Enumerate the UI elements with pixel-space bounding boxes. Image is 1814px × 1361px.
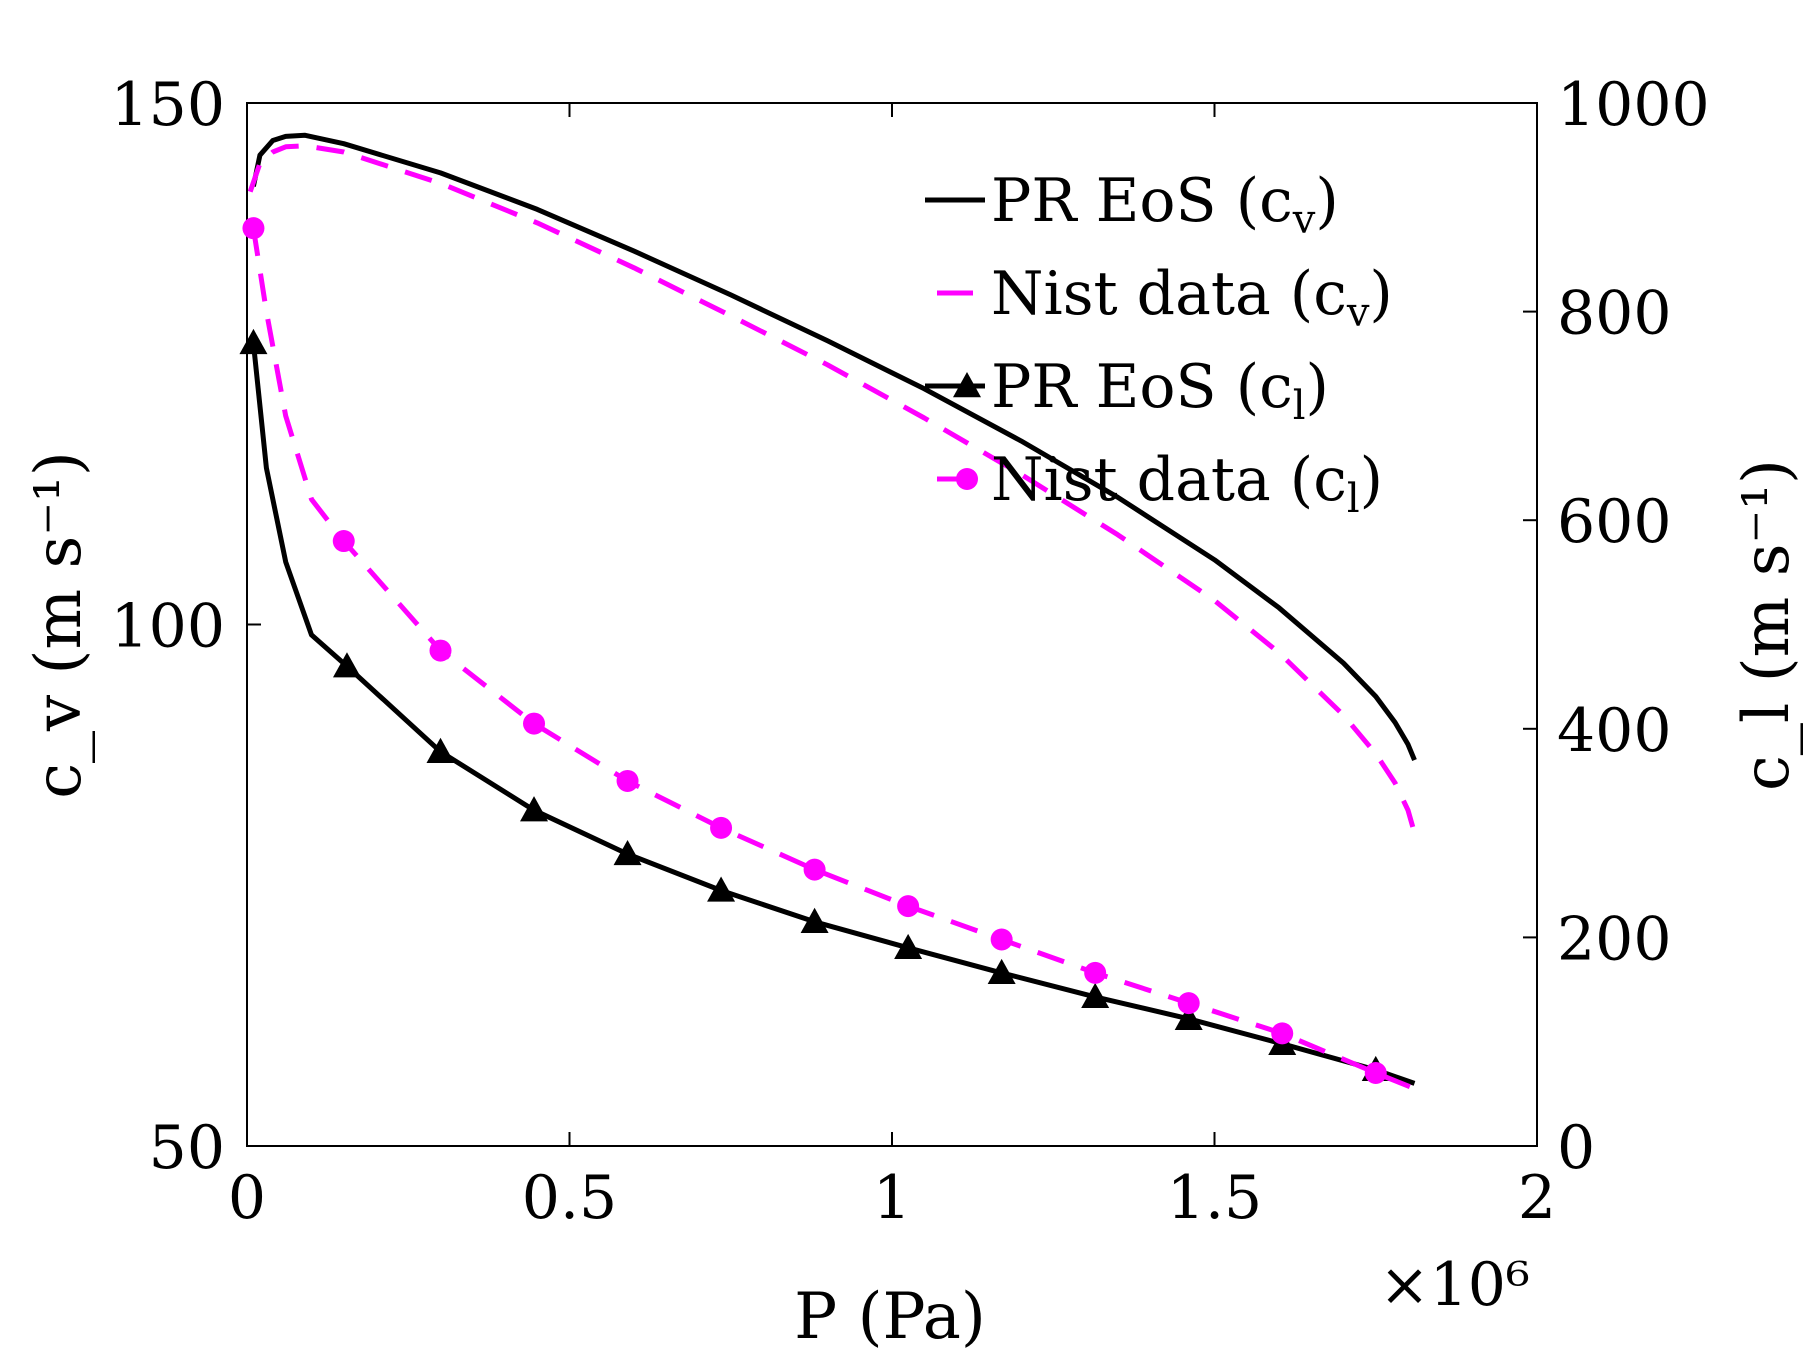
triangle-marker (800, 907, 829, 933)
y-right-axis-label: c_l (m s⁻¹) (1730, 459, 1804, 791)
circle-marker (803, 858, 826, 881)
triangle-marker (1174, 1004, 1203, 1030)
y-left-tick-label: 50 (149, 1113, 225, 1183)
legend-label-2: PR EoS (cl) (991, 352, 1329, 429)
y-right-tick-label: 800 (1557, 279, 1672, 349)
x-tick-label: 0 (228, 1163, 266, 1233)
legend-label-0: PR EoS (cv) (991, 166, 1339, 243)
legend-label-3: Nist data (cl) (991, 445, 1383, 522)
x-tick-label: 1.5 (1167, 1163, 1262, 1233)
triangle-marker (426, 737, 455, 763)
circle-marker (616, 769, 639, 792)
triangle-marker (520, 796, 549, 822)
triangle-marker (987, 958, 1016, 985)
triangle-marker (707, 876, 736, 902)
x-axis-label: P (Pa) (794, 1280, 986, 1354)
x-tick-label: 2 (1518, 1163, 1556, 1233)
circle-marker (429, 639, 452, 662)
legend-label-1: Nist data (cv) (991, 259, 1393, 336)
circle-marker (332, 530, 355, 553)
circle-marker (1084, 961, 1107, 984)
series-line-1 (247, 143, 1417, 834)
x-axis-multiplier: ×10⁶ (1379, 1250, 1530, 1320)
y-right-tick-label: 0 (1557, 1113, 1595, 1183)
triangle-marker (332, 652, 361, 678)
circle-marker (523, 712, 546, 735)
triangle-marker (1081, 982, 1110, 1009)
series-layer (239, 132, 1417, 1091)
y-left-tick-label: 100 (110, 592, 225, 662)
x-tick-label: 0.5 (522, 1163, 617, 1233)
legend: PR EoS (cv) Nist data (cv) PR EoS (cl) Nist… (925, 166, 1393, 522)
triangle-marker (239, 328, 268, 355)
y-left-axis-label: c_v (m s⁻¹) (22, 451, 96, 799)
plot-area (246, 102, 1538, 1147)
ticks-layer: 0 0.5 1 1.5 2 50 100 150 0 200 400 600 800 1000 (110, 70, 1709, 1233)
circle-marker (1177, 992, 1200, 1015)
series-line-0 (250, 132, 1417, 762)
y-left-tick-label: 150 (110, 70, 225, 140)
circle-marker (897, 895, 920, 918)
y-right-tick-label: 1000 (1557, 70, 1710, 140)
circle-marker (1271, 1022, 1294, 1045)
triangle-marker (613, 839, 642, 866)
legend-circle-marker (956, 468, 978, 490)
triangle-marker (894, 933, 923, 960)
y-right-tick-label: 200 (1557, 904, 1672, 974)
circle-marker (1364, 1061, 1387, 1084)
y-right-tick-label: 400 (1557, 696, 1672, 766)
circle-marker (242, 217, 265, 240)
y-right-tick-label: 600 (1557, 487, 1672, 557)
legend-triangle-marker (953, 372, 981, 398)
circle-marker (710, 816, 733, 839)
x-tick-label: 1 (873, 1163, 911, 1233)
circle-marker (990, 928, 1013, 951)
